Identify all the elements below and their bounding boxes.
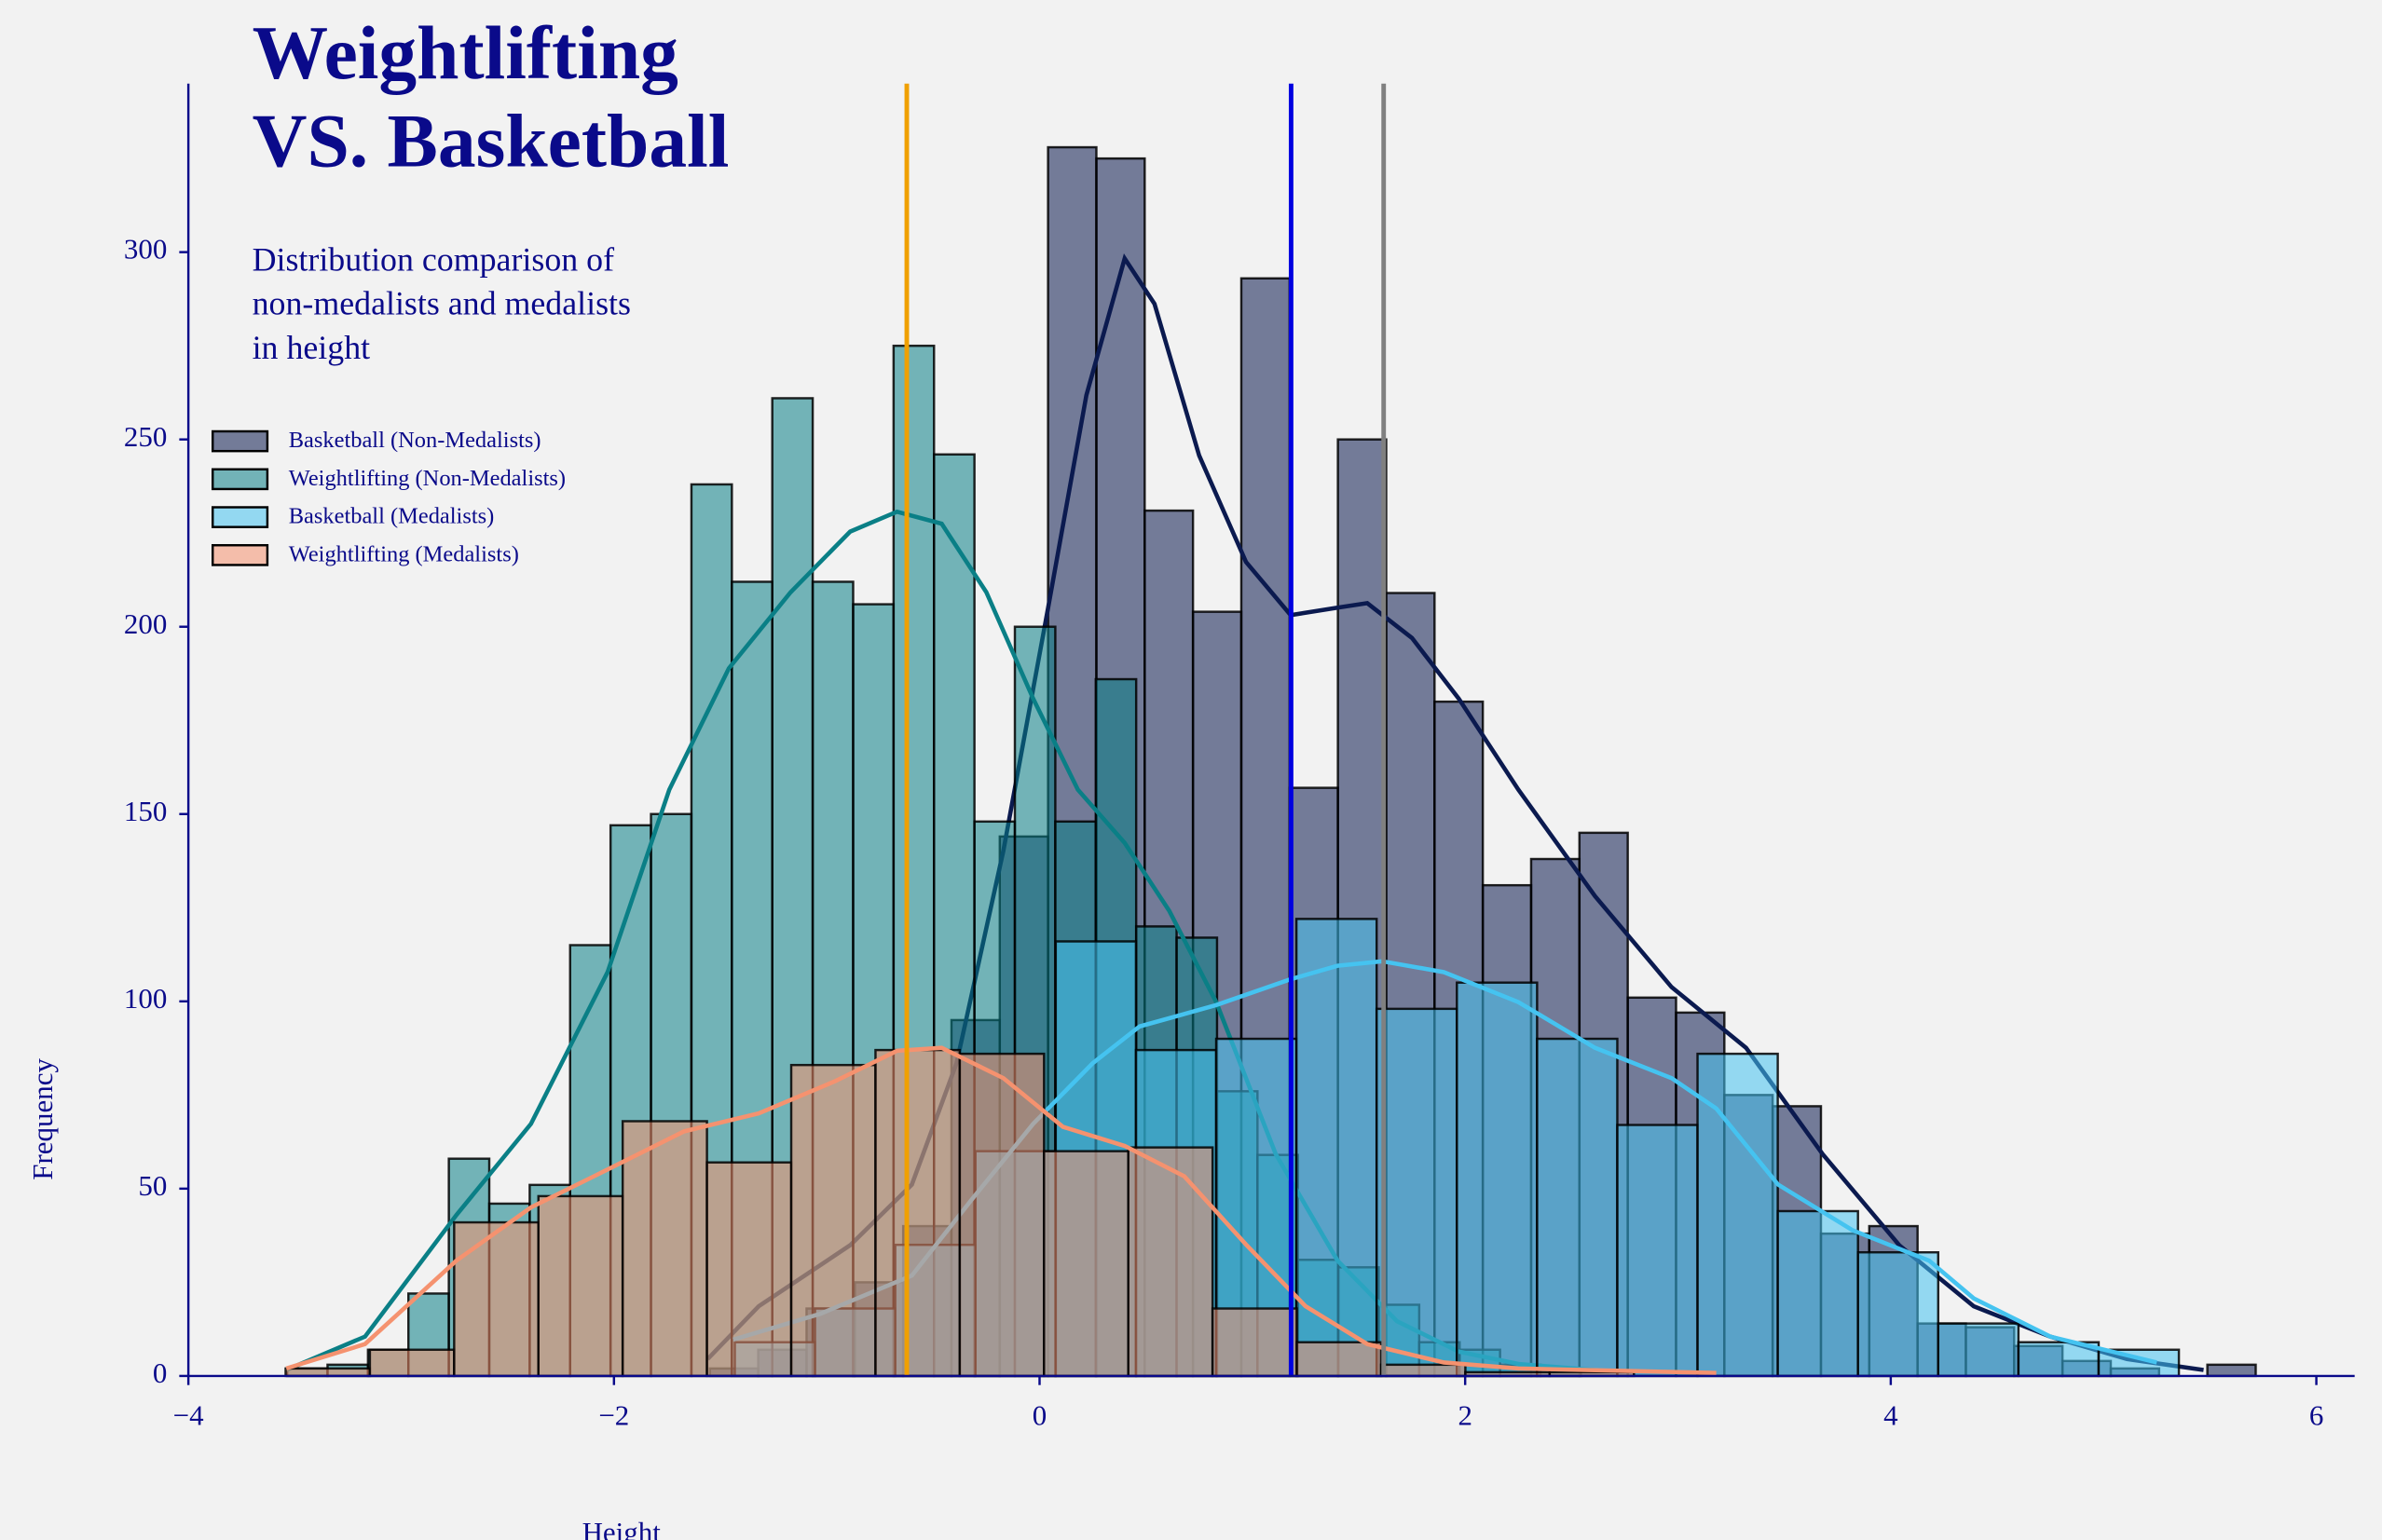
histogram-bar [1536,1037,1619,1378]
chart-title: VS. Basketball [253,98,730,183]
x-axis-label: Height [582,1516,662,1540]
histogram-bar [1379,1363,1467,1378]
histogram-bar [2097,1348,2181,1378]
legend-swatch [211,544,269,566]
y-tick-label: 50 [138,1169,167,1202]
y-tick-label: 200 [124,607,167,640]
x-tick-label: −4 [173,1399,204,1432]
x-tick-label: −2 [598,1399,629,1432]
y-tick-label: 250 [124,420,167,453]
histogram-bar [1294,918,1378,1378]
histogram-bar [1776,1209,1859,1378]
histogram-bar [1375,1007,1458,1378]
chart-subtitle: Distribution comparison of [253,240,614,278]
histogram-bar [537,1194,624,1378]
legend-swatch [211,506,269,528]
histogram-bar [1616,1124,1699,1378]
histogram-bar [705,1161,793,1378]
chart-subtitle: non-medalists and medalists [253,285,631,322]
histogram-bar [1456,981,1539,1378]
histogram-bar [368,1348,456,1378]
y-axis-label: Frequency [26,1058,59,1180]
histogram-bar [1856,1250,1940,1378]
legend-swatch [211,468,269,491]
x-tick-label: 2 [1458,1399,1472,1432]
histogram-bar [621,1120,708,1378]
histogram-bar [1295,1341,1383,1378]
histogram-bar [453,1220,540,1378]
y-tick-label: 150 [124,795,167,827]
x-tick-label: 0 [1033,1399,1047,1432]
legend-label: Basketball (Medalists) [289,504,495,529]
histogram-bar [874,1048,962,1378]
x-tick-label: 6 [2309,1399,2323,1432]
histogram-bar [1043,1150,1129,1378]
legend-label: Basketball (Non-Medalists) [289,428,541,453]
chart-title: Weightlifting [253,10,678,95]
histogram-bar [1127,1146,1214,1378]
legend-label: Weightlifting (Medalists) [289,541,519,566]
y-tick-label: 100 [124,982,167,1015]
chart-subtitle: in height [253,329,371,366]
histogram-bar [2206,1363,2257,1378]
histogram-bar [789,1063,877,1378]
histogram-bar [1211,1307,1298,1378]
kde-line [285,1045,1717,1375]
histogram-bar [958,1052,1046,1378]
plot-area [284,83,2257,1378]
legend-swatch [211,429,269,453]
legend-label: Weightlifting (Non-Medalists) [289,466,566,491]
x-tick-label: 4 [1883,1399,1897,1432]
histogram-bar [1937,1322,2020,1378]
y-tick-label: 300 [124,233,167,266]
y-tick-label: 0 [153,1356,167,1389]
